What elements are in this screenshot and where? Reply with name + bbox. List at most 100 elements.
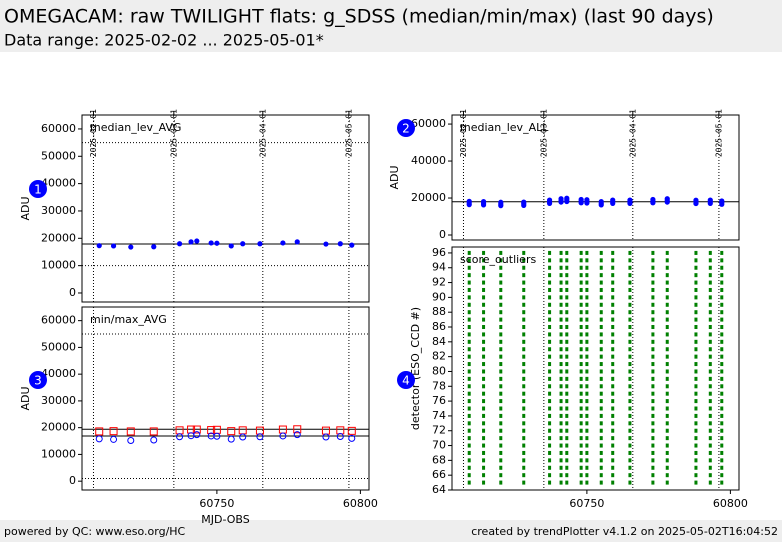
outlier-mark xyxy=(585,450,589,455)
header-band xyxy=(0,0,782,52)
outlier-mark xyxy=(694,473,698,478)
outlier-mark xyxy=(585,443,589,448)
point xyxy=(584,197,590,203)
outlier-mark xyxy=(665,310,669,315)
outlier-mark xyxy=(499,443,503,448)
outlier-mark xyxy=(585,376,589,381)
outlier-mark xyxy=(599,369,603,374)
outlier-mark xyxy=(579,273,583,278)
outlier-mark xyxy=(522,302,526,307)
outlier-mark xyxy=(720,287,724,292)
outlier-mark xyxy=(522,280,526,285)
outlier-mark xyxy=(694,399,698,404)
y-tick-label: 92 xyxy=(432,276,446,289)
outlier-mark xyxy=(522,406,526,411)
outlier-mark xyxy=(565,384,569,389)
outlier-mark xyxy=(651,376,655,381)
panel-label: median_lev_AVG xyxy=(90,121,181,134)
outlier-mark xyxy=(522,265,526,270)
outlier-mark xyxy=(548,473,552,478)
outlier-mark xyxy=(565,295,569,300)
outlier-mark xyxy=(482,362,486,367)
outlier-mark xyxy=(522,413,526,418)
outlier-mark xyxy=(482,280,486,285)
outlier-mark xyxy=(565,406,569,411)
outlier-mark xyxy=(651,310,655,315)
outlier-mark xyxy=(559,465,563,470)
outlier-mark xyxy=(482,332,486,337)
outlier-mark xyxy=(611,317,615,322)
outlier-mark xyxy=(665,384,669,389)
outlier-mark xyxy=(482,339,486,344)
outlier-mark xyxy=(548,280,552,285)
y-tick-label: 80 xyxy=(432,364,446,377)
outlier-mark xyxy=(565,458,569,463)
outlier-mark xyxy=(585,280,589,285)
outlier-mark xyxy=(499,362,503,367)
outlier-mark xyxy=(499,295,503,300)
outlier-mark xyxy=(585,265,589,270)
outlier-mark xyxy=(482,354,486,359)
outlier-mark xyxy=(559,428,563,433)
outlier-mark xyxy=(599,436,603,441)
outlier-mark xyxy=(708,332,712,337)
plot-frame xyxy=(81,114,370,303)
y-tick-label: 96 xyxy=(432,246,446,259)
outlier-mark xyxy=(548,376,552,381)
point xyxy=(207,426,216,435)
outlier-mark xyxy=(628,339,632,344)
outlier-mark xyxy=(499,369,503,374)
y-tick-label: 78 xyxy=(432,379,446,392)
y-tick-label: 60000 xyxy=(411,117,446,130)
outlier-mark xyxy=(467,265,471,270)
outlier-mark xyxy=(499,265,503,270)
outlier-mark xyxy=(548,339,552,344)
outlier-mark xyxy=(522,354,526,359)
x-tick-label: 60750 xyxy=(199,497,234,510)
y-tick-label: 30000 xyxy=(41,394,76,407)
outlier-mark xyxy=(467,347,471,352)
outlier-mark xyxy=(548,428,552,433)
outlier-mark xyxy=(579,310,583,315)
outlier-mark xyxy=(708,399,712,404)
y-tick-label: 40000 xyxy=(41,367,76,380)
outlier-mark xyxy=(585,287,589,292)
outlier-mark xyxy=(628,362,632,367)
outlier-mark xyxy=(628,347,632,352)
outlier-mark xyxy=(467,413,471,418)
outlier-mark xyxy=(548,421,552,426)
outlier-mark xyxy=(467,450,471,455)
outlier-mark xyxy=(628,369,632,374)
y-tick-label: 60000 xyxy=(41,314,76,327)
point xyxy=(466,198,472,204)
outlier-mark xyxy=(651,421,655,426)
outlier-mark xyxy=(559,369,563,374)
outlier-mark xyxy=(665,332,669,337)
y-tick-label: 68 xyxy=(432,453,446,466)
outlier-mark xyxy=(628,310,632,315)
outlier-mark xyxy=(548,317,552,322)
outlier-mark xyxy=(559,362,563,367)
outlier-mark xyxy=(694,310,698,315)
outlier-mark xyxy=(651,458,655,463)
y-tick-label: 50000 xyxy=(41,149,76,162)
outlier-mark xyxy=(585,325,589,330)
outlier-mark xyxy=(585,413,589,418)
outlier-mark xyxy=(482,473,486,478)
date-tick-label: 2025-02-01 xyxy=(459,109,468,157)
y-tick-label: 88 xyxy=(432,305,446,318)
outlier-mark xyxy=(522,295,526,300)
outlier-mark xyxy=(611,280,615,285)
outlier-mark xyxy=(694,258,698,263)
outlier-mark xyxy=(651,258,655,263)
outlier-mark xyxy=(522,325,526,330)
outlier-mark xyxy=(665,347,669,352)
y-axis-label: detector (ESO_CCD #) xyxy=(409,307,422,430)
outlier-mark xyxy=(585,310,589,315)
outlier-mark xyxy=(467,325,471,330)
point xyxy=(498,199,504,205)
outlier-mark xyxy=(559,310,563,315)
outlier-mark xyxy=(694,465,698,470)
y-tick-label: 72 xyxy=(432,424,446,437)
